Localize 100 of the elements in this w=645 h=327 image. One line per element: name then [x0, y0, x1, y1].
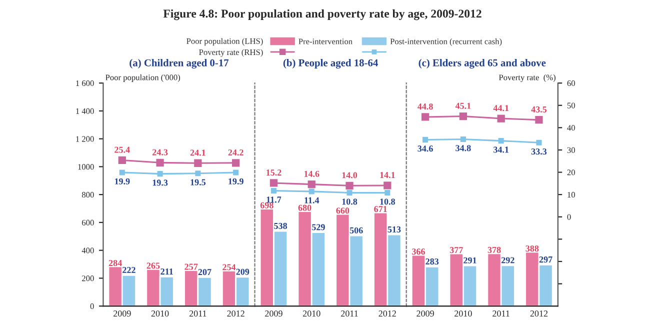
point	[308, 188, 314, 194]
x-tick-label: 2010	[454, 310, 472, 317]
point	[497, 114, 505, 122]
legend-label: Pre-intervention	[298, 38, 352, 44]
y2-tick-label: 30	[567, 147, 575, 153]
point	[460, 136, 466, 142]
point	[308, 180, 316, 188]
point	[536, 140, 542, 146]
data-label: 257	[184, 264, 198, 270]
point	[233, 170, 239, 176]
y2-tick-label: 60	[567, 80, 575, 86]
data-label: 222	[122, 266, 136, 273]
data-label: 19.9	[228, 178, 244, 184]
data-label: 44.1	[493, 105, 509, 112]
x-tick-label: 2009	[265, 310, 282, 317]
data-label: 25.4	[114, 146, 130, 153]
data-label: 24.2	[228, 149, 244, 156]
point	[346, 182, 354, 190]
y-axis-title: Poor population ('000)	[106, 74, 180, 82]
y2-tick-label: 0	[567, 214, 571, 220]
y-tick-label: 1 400	[76, 108, 94, 114]
data-label: 283	[426, 258, 439, 265]
data-label: 10.8	[342, 198, 358, 205]
point	[346, 190, 352, 196]
y-tick-label: 1000	[78, 164, 94, 170]
chart-subtitle: (a) Children aged 0-17	[130, 59, 229, 69]
data-label: 24.1	[190, 150, 206, 156]
data-label: 45.1	[455, 102, 471, 109]
data-label: 265	[146, 262, 160, 269]
data-label: 671	[374, 206, 387, 212]
data-label: 698	[260, 202, 274, 208]
y2-tick-label: 40	[567, 125, 575, 131]
data-label: 34.8	[456, 145, 471, 152]
data-label: 14.6	[304, 170, 320, 177]
data-label: 506	[350, 227, 363, 234]
data-label: 366	[412, 248, 425, 255]
point	[195, 170, 201, 176]
y-tick-label: 600	[82, 220, 94, 226]
x-tick-label: 2009	[416, 310, 434, 317]
point	[535, 116, 543, 124]
x-tick-label: 2012	[530, 310, 548, 317]
data-label: 15.2	[266, 170, 282, 176]
data-label: 377	[450, 247, 463, 254]
y-tick-label: 200	[82, 276, 94, 282]
y-tick-label: 800	[82, 192, 94, 198]
point	[270, 188, 276, 194]
y2-tick-label: 10	[568, 192, 575, 198]
x-tick-label: 2012	[227, 310, 244, 317]
point	[156, 158, 164, 166]
data-label: 538	[274, 222, 288, 229]
data-label: 660	[336, 208, 350, 214]
y2-tick-label: 50	[567, 102, 575, 108]
data-label: 291	[464, 257, 476, 264]
data-label: 297	[539, 256, 552, 263]
data-label: 292	[502, 257, 514, 264]
x-tick-label: 2011	[492, 310, 510, 317]
y-tick-label: 400	[82, 248, 94, 254]
x-tick-label: 2009	[114, 310, 131, 317]
data-label: 11.7	[266, 196, 282, 203]
data-label: 254	[222, 264, 236, 270]
x-tick-label: 2012	[378, 310, 396, 317]
x-tick-label: 2010	[151, 310, 169, 317]
chart-subtitle: (c) Elders aged 65 and above	[418, 59, 546, 69]
point	[421, 113, 430, 121]
point	[384, 190, 390, 196]
x-tick-label: 2011	[341, 310, 358, 317]
point	[118, 156, 126, 164]
y-tick-label: 1 200	[76, 136, 94, 142]
point	[384, 182, 392, 190]
x-tick-label: 2011	[189, 310, 206, 317]
data-label: 388	[526, 245, 539, 252]
data-label: 33.3	[531, 148, 547, 155]
data-label: 207	[198, 269, 212, 276]
data-label: 43.5	[531, 106, 547, 113]
point	[498, 138, 504, 144]
point	[157, 171, 163, 177]
y-tick-label: 0	[90, 303, 94, 310]
y-tick-label: 1 600	[76, 80, 94, 86]
point	[194, 159, 202, 167]
point	[119, 170, 125, 176]
data-label: 14.0	[342, 172, 358, 178]
data-label: 10.8	[380, 198, 396, 205]
data-label: 24.3	[152, 149, 168, 156]
data-label: 34.1	[494, 146, 509, 153]
y2-tick-label: 20	[567, 170, 575, 176]
data-label: 680	[298, 204, 312, 211]
text: Poverty rate (RHS)	[199, 49, 263, 57]
chart-subtitle: (b) People aged 18-64	[283, 59, 378, 69]
data-label: 11.4	[304, 197, 320, 204]
data-label: 34.6	[418, 146, 433, 152]
legend-label: Post-intervention (recurrent cash)	[390, 38, 502, 46]
data-label: 19.3	[152, 180, 168, 186]
data-label: 19.9	[114, 178, 130, 184]
data-label: 209	[236, 268, 250, 275]
data-label: 513	[388, 226, 401, 232]
data-label: 529	[312, 224, 325, 230]
text: Poor population (LHS)	[186, 38, 263, 46]
data-label: 44.8	[418, 103, 433, 110]
point	[232, 159, 240, 167]
data-label: 211	[160, 268, 173, 274]
